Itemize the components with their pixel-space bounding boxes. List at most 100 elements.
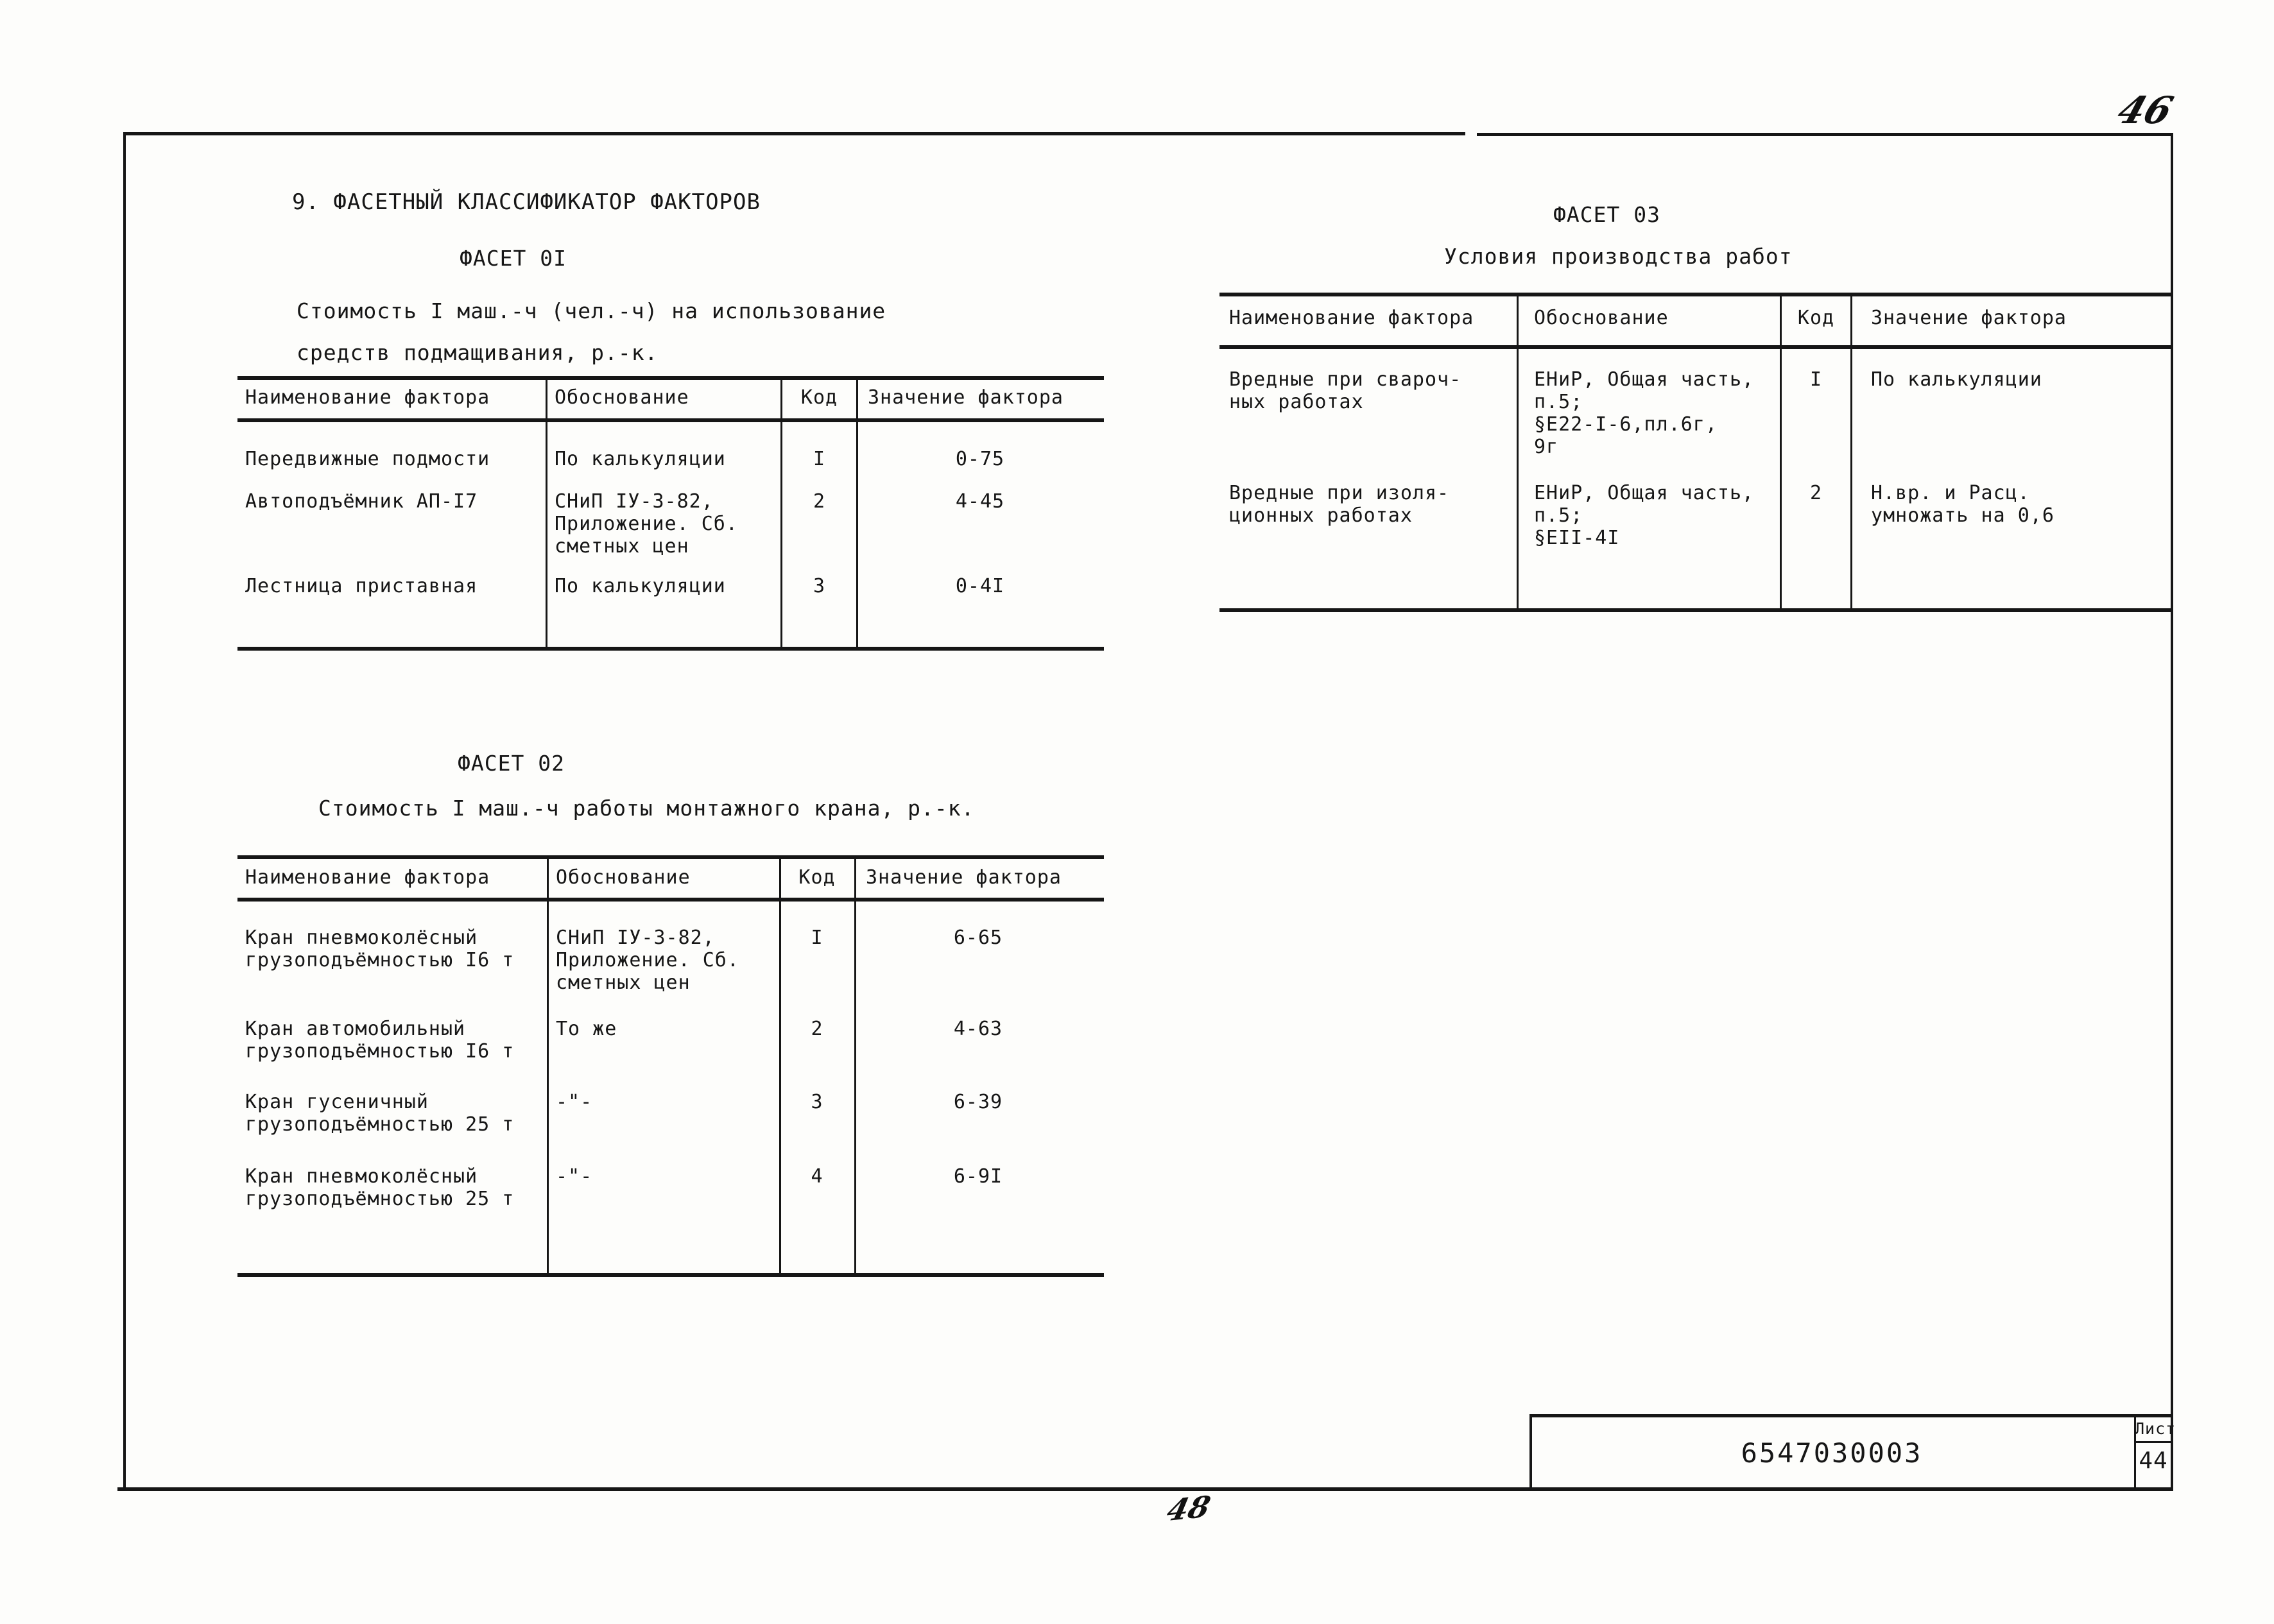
table3-header-rule: [1219, 345, 2172, 349]
cell-line: 6-39: [953, 1091, 1003, 1113]
cell-line: грузоподъёмностью I6 т: [245, 1040, 515, 1063]
frame-bottom-rule: [117, 1487, 2173, 1491]
cell-line: п.5;: [1534, 504, 1583, 527]
table2-row4-basis: -"-: [556, 1165, 774, 1188]
cell-line: 0-4I: [955, 575, 1005, 597]
table1-row1-value: 0-75: [858, 448, 1102, 470]
cell-line: 2: [813, 490, 826, 513]
cell-line: Обоснование: [555, 386, 689, 409]
table2-col-rule-2: [779, 855, 781, 1277]
table1-row3-name: Лестница приставная: [245, 575, 540, 597]
table2-row3-value: 6-39: [856, 1091, 1100, 1113]
cell-line: Кран пневмоколёсный: [245, 927, 478, 949]
table2-row3-basis: -"-: [556, 1091, 774, 1113]
table3-header-name: Наименование фактора: [1229, 307, 1512, 329]
handwritten-page-number-top: 46: [2112, 89, 2178, 132]
cell-line: §ЕII-4I: [1534, 527, 1620, 549]
facet02-heading: ФАСЕТ 02: [458, 751, 565, 776]
cell-line: 9г: [1534, 436, 1559, 458]
table3-bottom-rule: [1219, 608, 2172, 612]
table2-row3-code: 3: [781, 1091, 853, 1113]
facet02-description: Стоимость I маш.-ч работы монтажного кра…: [318, 796, 975, 821]
table3-header-value: Значение фактора: [1871, 307, 2166, 329]
cell-line: сметных цен: [556, 971, 691, 994]
table3-row2-value: Н.вр. и Расц. умножать на 0,6: [1871, 482, 2166, 527]
section-heading: 9. ФАСЕТНЫЙ КЛАССИФИКАТОР ФАКТОРОВ: [292, 189, 761, 215]
cell-line: Значение фактора: [1871, 307, 2067, 329]
table2-row2-basis: То же: [556, 1018, 774, 1040]
table2-col-rule-3: [854, 855, 856, 1277]
cell-line: Наименование фактора: [245, 866, 490, 889]
table2-row2-code: 2: [781, 1018, 853, 1040]
facet01-description-line1: Стоимость I маш.-ч (чел.-ч) на использов…: [297, 298, 886, 323]
cell-line: Значение фактора: [866, 866, 1062, 889]
table3-row2-code: 2: [1782, 482, 1850, 504]
cell-line: Кран автомобильный: [245, 1018, 466, 1040]
table2-row1-code: I: [781, 927, 853, 949]
cell-line: 6-65: [953, 927, 1003, 949]
table2-row3-name: Кран гусеничный грузоподъёмностью 25 т: [245, 1091, 544, 1136]
cell-line: Кран пневмоколёсный: [245, 1165, 478, 1188]
table3-top-rule: [1219, 293, 2172, 296]
title-block-sheet-label-rule: [2136, 1441, 2171, 1443]
cell-line: -"-: [556, 1091, 593, 1113]
cell-line: 3: [813, 575, 826, 597]
table1-row2-code: 2: [782, 490, 856, 513]
cell-line: ЕНиР, Общая часть,: [1534, 368, 1755, 391]
cell-line: Передвижные подмости: [245, 448, 490, 470]
cell-line: грузоподъёмностью 25 т: [245, 1188, 515, 1210]
facet03-description: Условия производства работ: [1444, 244, 1793, 269]
frame-right-rule: [2171, 133, 2173, 1490]
table1-row2-basis: СНиП IУ-3-82, Приложение. Сб. сметных це…: [555, 490, 776, 558]
cell-line: I: [813, 448, 826, 470]
cell-line: ЕНиР, Общая часть,: [1534, 482, 1755, 504]
table2-row4-value: 6-9I: [856, 1165, 1100, 1188]
table2-header-name: Наименование фактора: [245, 866, 537, 889]
table3-col-rule-1: [1517, 293, 1519, 612]
cell-line: сметных цен: [555, 535, 689, 558]
title-block-sheet-label: Лист: [2135, 1419, 2176, 1438]
table2-row4-name: Кран пневмоколёсный грузоподъёмностью 25…: [245, 1165, 544, 1210]
cell-line: 2: [811, 1018, 823, 1040]
facet01-heading: ФАСЕТ 0I: [460, 246, 567, 271]
cell-line: умножать на 0,6: [1871, 504, 2054, 527]
table2-row4-code: 4: [781, 1165, 853, 1188]
cell-line: По калькуляции: [555, 448, 726, 470]
table1-row2-name: Автоподъёмник АП-I7: [245, 490, 540, 513]
cell-line: п.5;: [1534, 391, 1583, 413]
handwritten-page-number-bottom: 48: [1164, 1489, 1214, 1528]
table3-row1-basis: ЕНиР, Общая часть, п.5; §Е22-I-6,пл.6г, …: [1534, 368, 1775, 458]
table3-row1-code: I: [1782, 368, 1850, 391]
table1-row1-name: Передвижные подмости: [245, 448, 540, 470]
cell-line: 0-75: [955, 448, 1005, 470]
table1-header-rule: [237, 418, 1104, 422]
cell-line: Автоподъёмник АП-I7: [245, 490, 478, 513]
table1-header-basis: Обоснование: [555, 386, 776, 409]
cell-line: По калькуляции: [555, 575, 726, 597]
table1-col-rule-1: [546, 376, 547, 651]
table3-row2-basis: ЕНиР, Общая часть, п.5; §ЕII-4I: [1534, 482, 1775, 549]
frame-left-rule: [123, 132, 126, 1491]
title-block-top-rule: [1529, 1414, 2173, 1417]
table3-row2-name: Вредные при изоля- ционных работах: [1229, 482, 1512, 527]
title-block-left-rule: [1529, 1414, 1532, 1490]
cell-line: Наименование фактора: [245, 386, 490, 409]
table2-row2-name: Кран автомобильный грузоподъёмностью I6 …: [245, 1018, 544, 1063]
table1-row1-basis: По калькуляции: [555, 448, 776, 470]
cell-line: Вредные при свароч-: [1229, 368, 1462, 391]
cell-line: 6-9I: [953, 1165, 1003, 1188]
table2-header-rule: [237, 898, 1104, 902]
cell-line: Лестница приставная: [245, 575, 478, 597]
cell-line: Вредные при изоля-: [1229, 482, 1450, 504]
cell-line: 2: [1809, 482, 1823, 504]
table1-row1-code: I: [782, 448, 856, 470]
cell-line: ционных работах: [1229, 504, 1413, 527]
table2-header-code: Код: [781, 866, 853, 889]
table2-header-value: Значение фактора: [866, 866, 1100, 889]
cell-line: Код: [798, 866, 836, 889]
cell-line: СНиП IУ-3-82,: [555, 490, 714, 513]
table1-row3-value: 0-4I: [858, 575, 1102, 597]
cell-line: То же: [556, 1018, 617, 1040]
cell-line: Значение фактора: [868, 386, 1064, 409]
